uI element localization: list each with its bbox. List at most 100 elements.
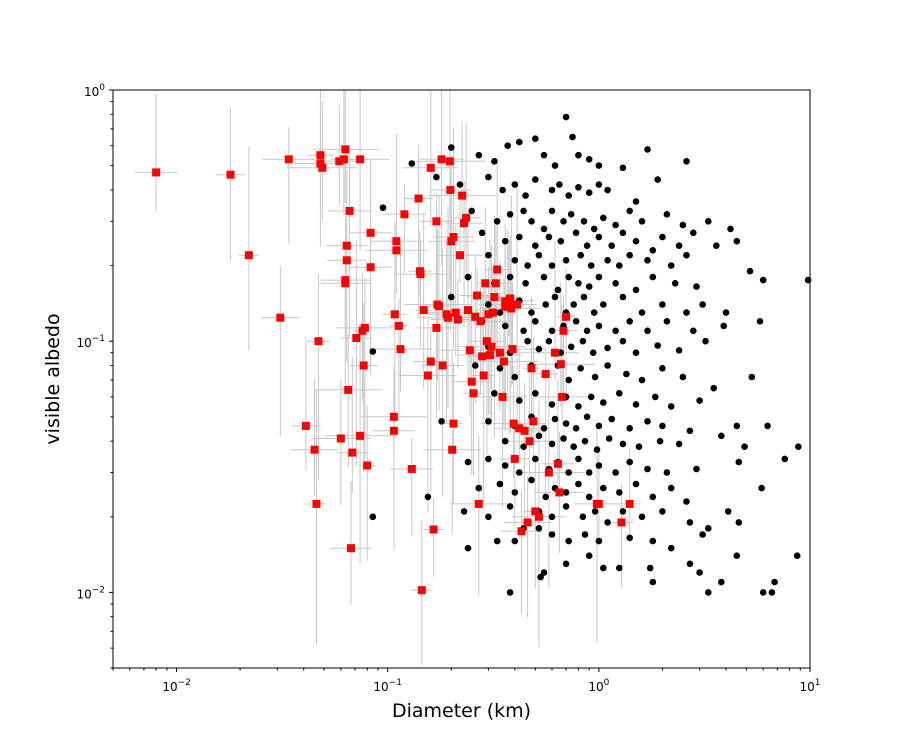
black-point xyxy=(528,309,535,316)
red-point xyxy=(389,412,398,421)
black-point xyxy=(511,537,519,545)
x-tick-label: 10−1 xyxy=(373,678,402,694)
red-point xyxy=(347,544,355,553)
red-point xyxy=(484,310,493,319)
black-point xyxy=(506,589,514,596)
red-point xyxy=(474,499,483,508)
black-point xyxy=(583,327,591,335)
red-point xyxy=(473,291,482,300)
black-point xyxy=(626,425,633,432)
black-point xyxy=(556,181,563,188)
black-point xyxy=(548,207,556,215)
red-point xyxy=(390,310,399,319)
black-point xyxy=(532,176,539,183)
black-point xyxy=(595,422,603,430)
black-point xyxy=(501,322,509,330)
black-point xyxy=(551,293,559,301)
black-point xyxy=(577,365,584,372)
red-point xyxy=(462,213,471,222)
black-point xyxy=(654,176,661,183)
black-point xyxy=(478,229,486,237)
red-point xyxy=(363,461,372,470)
black-point xyxy=(593,446,601,454)
black-point xyxy=(567,211,575,218)
red-point xyxy=(445,157,454,166)
black-point xyxy=(595,273,603,281)
black-point xyxy=(511,489,519,496)
black-point xyxy=(557,237,565,245)
black-point xyxy=(619,440,627,448)
black-point xyxy=(506,211,514,218)
black-point xyxy=(604,186,611,194)
black-point xyxy=(693,283,700,290)
black-point xyxy=(649,493,657,501)
x-axis-label: Diameter (km) xyxy=(392,700,531,722)
black-point xyxy=(724,508,732,515)
red-point xyxy=(551,348,559,357)
black-point xyxy=(542,493,549,501)
red-point xyxy=(495,348,504,357)
black-point xyxy=(675,347,683,354)
red-point xyxy=(366,228,375,237)
black-point xyxy=(575,480,582,488)
axis-ticks xyxy=(109,89,811,672)
black-point xyxy=(516,469,523,476)
black-point xyxy=(693,465,700,473)
black-point xyxy=(705,525,712,532)
black-point xyxy=(632,237,640,245)
black-point xyxy=(572,425,580,432)
black-point xyxy=(540,225,548,233)
black-point xyxy=(733,422,741,430)
black-point xyxy=(702,337,709,345)
black-point xyxy=(771,578,778,586)
red-point xyxy=(437,155,446,164)
black-point xyxy=(626,318,633,325)
black-point xyxy=(696,397,703,404)
red-point xyxy=(469,389,478,398)
black-point xyxy=(580,293,588,301)
black-point xyxy=(575,151,582,159)
black-point xyxy=(727,225,734,233)
black-point xyxy=(535,525,543,532)
black-point xyxy=(705,218,712,225)
red-point xyxy=(544,468,553,477)
red-point xyxy=(471,312,480,321)
red-point xyxy=(318,163,327,172)
y-tick-label: 10−2 xyxy=(76,585,105,601)
x-tick-label: 101 xyxy=(799,678,820,694)
red-point xyxy=(342,256,351,265)
black-point xyxy=(663,318,671,325)
red-point xyxy=(432,323,441,332)
black-point xyxy=(741,443,748,451)
red-point xyxy=(523,518,532,527)
black-point xyxy=(659,508,666,515)
black-point xyxy=(619,164,627,172)
red-point xyxy=(426,357,435,366)
black-point xyxy=(575,403,582,410)
red-point xyxy=(515,424,524,433)
red-point xyxy=(453,315,462,324)
red-point xyxy=(449,233,458,241)
black-point xyxy=(501,237,509,245)
black-point xyxy=(501,462,509,469)
red-point xyxy=(510,454,519,463)
black-point xyxy=(551,162,559,169)
red-point xyxy=(348,448,357,457)
black-point xyxy=(560,218,567,225)
black-point xyxy=(795,443,802,451)
black-point xyxy=(565,469,572,476)
black-point xyxy=(667,544,675,552)
black-point xyxy=(764,422,771,430)
black-point xyxy=(705,589,712,596)
black-point xyxy=(591,508,599,515)
red-point xyxy=(356,155,365,164)
black-point xyxy=(524,337,531,345)
black-point xyxy=(562,257,570,264)
black-point xyxy=(532,455,539,463)
black-point xyxy=(472,362,479,369)
black-point xyxy=(600,399,607,406)
black-point xyxy=(506,503,514,510)
black-point xyxy=(735,458,743,466)
red-point xyxy=(488,308,497,317)
black-point xyxy=(612,221,619,229)
